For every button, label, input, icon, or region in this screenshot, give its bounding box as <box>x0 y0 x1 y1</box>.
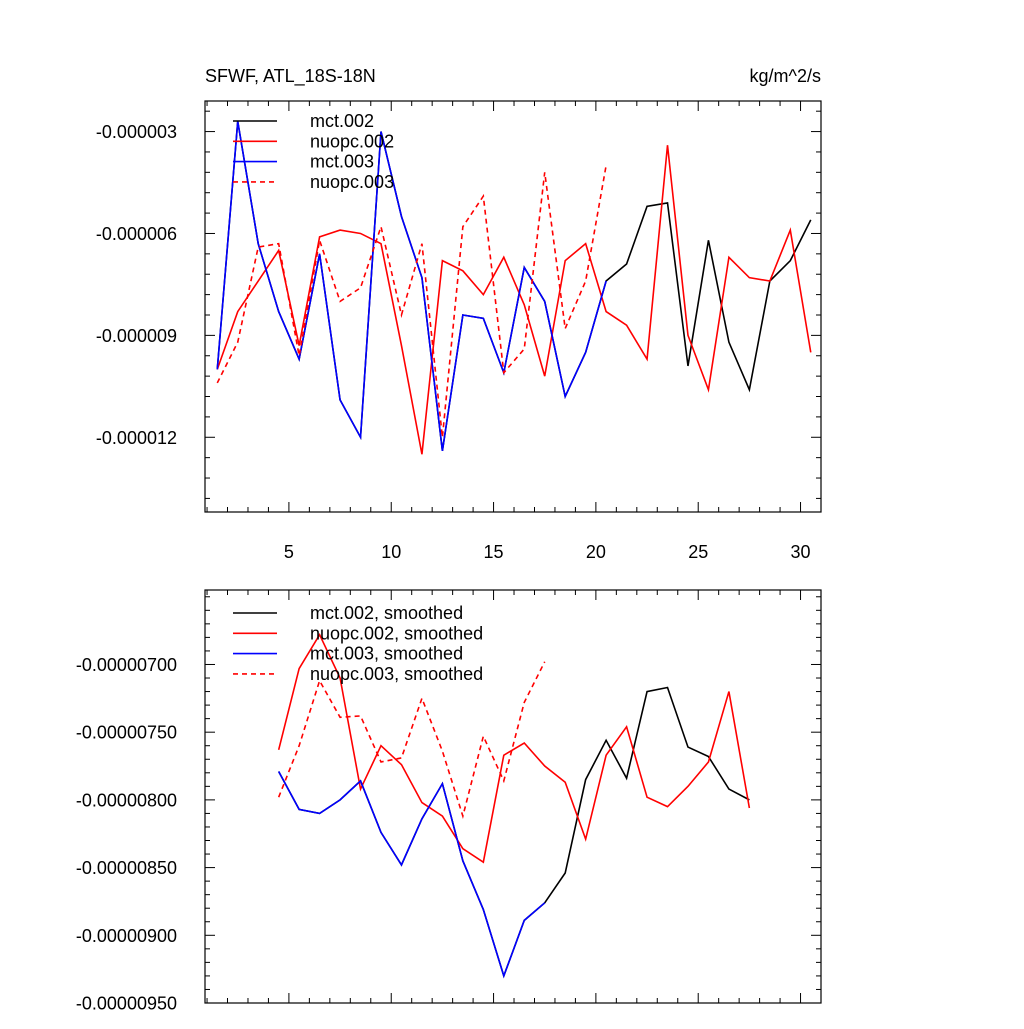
legend-label: nuopc.003 <box>310 172 394 192</box>
x-tick-label: 10 <box>381 542 401 562</box>
plot-frame <box>204 589 822 1004</box>
x-tick-label: 25 <box>688 542 708 562</box>
x-tick-label: 5 <box>284 542 294 562</box>
y-tick-label: -0.000003 <box>96 122 177 142</box>
legend-label: nuopc.003, smoothed <box>310 664 483 684</box>
y-tick-label: -0.000009 <box>96 326 177 346</box>
legend-label: nuopc.002, smoothed <box>310 623 483 643</box>
plot-frame <box>204 100 822 513</box>
legend-label: mct.003, smoothed <box>310 644 463 664</box>
series-line-nuopc-002-smoothed <box>277 633 751 864</box>
legend-label: mct.003 <box>310 152 374 172</box>
chart-title: SFWF, ATL_18S-18N <box>205 66 376 87</box>
x-tick-label: 15 <box>484 542 504 562</box>
panel-bottom: -0.00000700 -0.00000750 -0.00000800 -0.0000… <box>76 589 822 1014</box>
y-tick-label: -0.000012 <box>96 428 177 448</box>
panel-top: 5 10 15 20 25 30 -0.000003 -0.000006 -0.000009 -0… <box>96 100 822 562</box>
legend-label: mct.002 <box>310 111 374 131</box>
x-tick-label: 20 <box>586 542 606 562</box>
series-line-nuopc-003 <box>216 165 607 438</box>
y-tick-label: -0.00000900 <box>76 926 177 946</box>
y-tick-label: -0.00000700 <box>76 655 177 675</box>
series-line-mct-002 <box>216 121 812 451</box>
series-line-nuopc-003-smoothed <box>277 661 546 820</box>
legend-label: mct.002, smoothed <box>310 603 463 623</box>
y-tick-label: -0.00000800 <box>76 790 177 810</box>
y-tick-label: -0.00000850 <box>76 858 177 878</box>
chart-units: kg/m^2/s <box>750 66 821 86</box>
series-line-nuopc-002 <box>216 145 812 455</box>
y-tick-label: -0.000006 <box>96 224 177 244</box>
y-tick-label: -0.00000750 <box>76 723 177 743</box>
x-tick-label: 30 <box>791 542 811 562</box>
series-line-mct-003-smoothed <box>277 771 546 979</box>
y-tick-label: -0.00000950 <box>76 994 177 1014</box>
legend-label: nuopc.002 <box>310 131 394 151</box>
series-line-mct-003 <box>216 121 607 451</box>
